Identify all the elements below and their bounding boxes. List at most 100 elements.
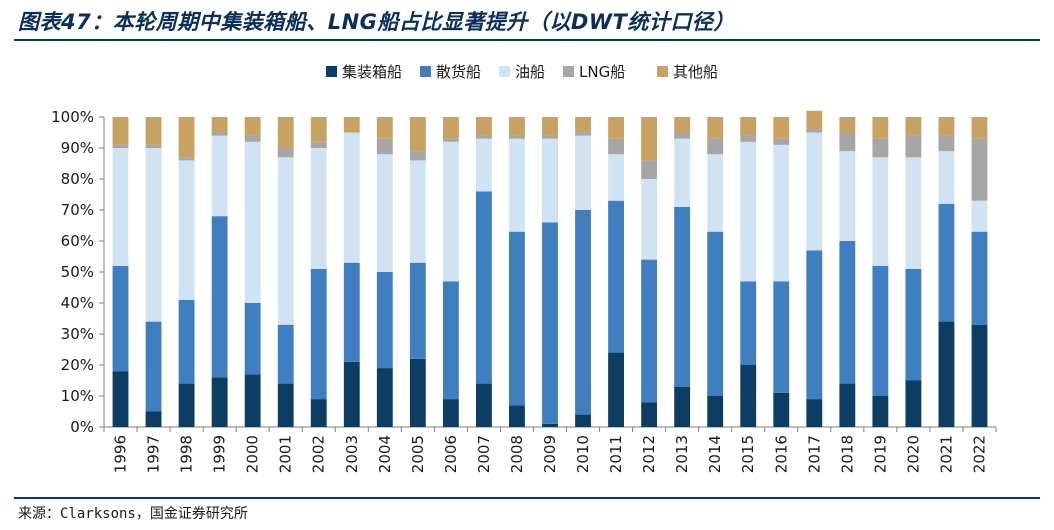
bar-segment-4: [971, 138, 988, 201]
bar-segment-1: [475, 383, 492, 427]
x-tick-label: 2017: [805, 435, 823, 473]
title-divider: [14, 39, 1040, 41]
bar-segment-4: [575, 132, 591, 136]
bar-segment-5: [872, 117, 889, 139]
bar-segment-3: [277, 157, 294, 325]
bar-segment-1: [178, 383, 195, 427]
legend-swatch: [420, 66, 431, 77]
bar-segment-2: [806, 250, 823, 400]
bar-segment-5: [475, 117, 492, 136]
bar-segment-3: [310, 148, 327, 269]
x-tick-label: 2013: [673, 435, 691, 473]
bar-segment-3: [674, 138, 691, 207]
bar-segment-2: [376, 272, 393, 369]
legend-label: 油船: [515, 63, 545, 81]
bar-segment-2: [707, 231, 724, 396]
y-tick-label: 50%: [61, 263, 94, 281]
bar-segment-1: [343, 361, 360, 427]
x-tick-label: 2003: [343, 435, 361, 473]
bar-segment-2: [277, 324, 294, 384]
bar-segment-5: [244, 117, 261, 136]
bar-segment-2: [938, 203, 955, 322]
x-tick-label: 2000: [244, 435, 262, 473]
x-tick-label: 2011: [607, 435, 625, 473]
bar-segment-2: [575, 210, 591, 415]
bar-segment-3: [641, 179, 658, 260]
bar-segment-2: [740, 281, 757, 365]
x-tick-label: 2020: [904, 435, 922, 473]
x-tick-label: 2006: [442, 435, 460, 473]
bar-segment-4: [839, 132, 856, 152]
bar-segment-1: [145, 411, 162, 427]
bar-segment-2: [905, 268, 922, 381]
bar-segment-4: [905, 135, 922, 158]
bar-segment-3: [211, 135, 228, 217]
x-tick-label: 1996: [112, 435, 130, 473]
bar-segment-4: [608, 138, 625, 155]
bar-segment-2: [608, 200, 625, 353]
legend-label: 其他船: [673, 63, 718, 81]
bar-segment-4: [509, 135, 525, 139]
bar-segment-5: [740, 117, 757, 136]
bar-segment-1: [409, 358, 426, 427]
bar-segment-1: [938, 321, 955, 427]
y-tick-label: 0%: [70, 418, 94, 436]
bar-segment-5: [773, 117, 790, 139]
bar-segment-3: [475, 138, 492, 192]
bar-segment-3: [707, 154, 724, 232]
bar-segment-2: [839, 241, 856, 384]
bar-segment-2: [178, 299, 195, 384]
bar-segment-3: [442, 141, 459, 282]
x-tick-label: 2022: [970, 435, 988, 473]
bar-segment-5: [376, 117, 393, 139]
bar-segment-2: [542, 222, 558, 424]
x-tick-label: 2002: [310, 435, 328, 473]
source-divider: [14, 497, 1040, 499]
bar-segment-1: [839, 383, 856, 427]
x-tick-label: 2001: [277, 435, 295, 473]
bar-segment-2: [872, 265, 889, 396]
bar-segment-2: [509, 231, 525, 406]
bar-segment-4: [872, 138, 889, 158]
x-tick-label: 2012: [640, 435, 658, 473]
bar-segment-4: [674, 132, 691, 139]
bar-segment-1: [310, 399, 327, 427]
bar-segment-5: [442, 117, 459, 139]
bar-segment-2: [442, 281, 459, 400]
legend-label: LNG船: [579, 63, 625, 81]
bar-segment-2: [409, 262, 426, 359]
bar-segment-4: [244, 135, 261, 142]
y-tick-label: 60%: [61, 232, 94, 250]
bar-segment-5: [806, 110, 823, 130]
bar-segment-4: [740, 135, 757, 142]
bar-segment-4: [112, 144, 129, 148]
bar-segment-3: [178, 160, 195, 300]
legend-swatch: [499, 66, 510, 77]
bar-segment-3: [905, 157, 922, 269]
bar-segment-3: [608, 154, 625, 201]
bar-segment-2: [773, 281, 790, 393]
x-tick-label: 1999: [211, 435, 229, 473]
bar-segment-1: [277, 383, 294, 427]
bar-segment-4: [376, 138, 393, 155]
bar-segment-4: [773, 138, 790, 145]
bar-segment-2: [641, 259, 658, 403]
legend-swatch: [657, 66, 668, 77]
bar-segment-5: [575, 117, 591, 133]
bar-segment-3: [542, 138, 558, 223]
x-tick-label: 2014: [706, 435, 724, 473]
bar-segment-4: [938, 135, 955, 152]
bar-segment-1: [971, 324, 988, 427]
bar-segment-2: [343, 262, 360, 362]
bar-segment-2: [674, 206, 691, 387]
bar-segment-3: [376, 154, 393, 272]
chart-title: 图表47：本轮周期中集装箱船、LNG船占比显著提升（以DWT统计口径）: [18, 10, 735, 34]
bar-segment-2: [475, 191, 492, 384]
bar-segment-4: [475, 135, 492, 139]
bar-segment-1: [740, 365, 757, 427]
bar-segment-4: [409, 151, 426, 161]
legend-swatch: [563, 66, 574, 77]
bar-segment-5: [608, 117, 625, 139]
bar-segment-2: [211, 216, 228, 378]
x-tick-label: 2019: [871, 435, 889, 473]
